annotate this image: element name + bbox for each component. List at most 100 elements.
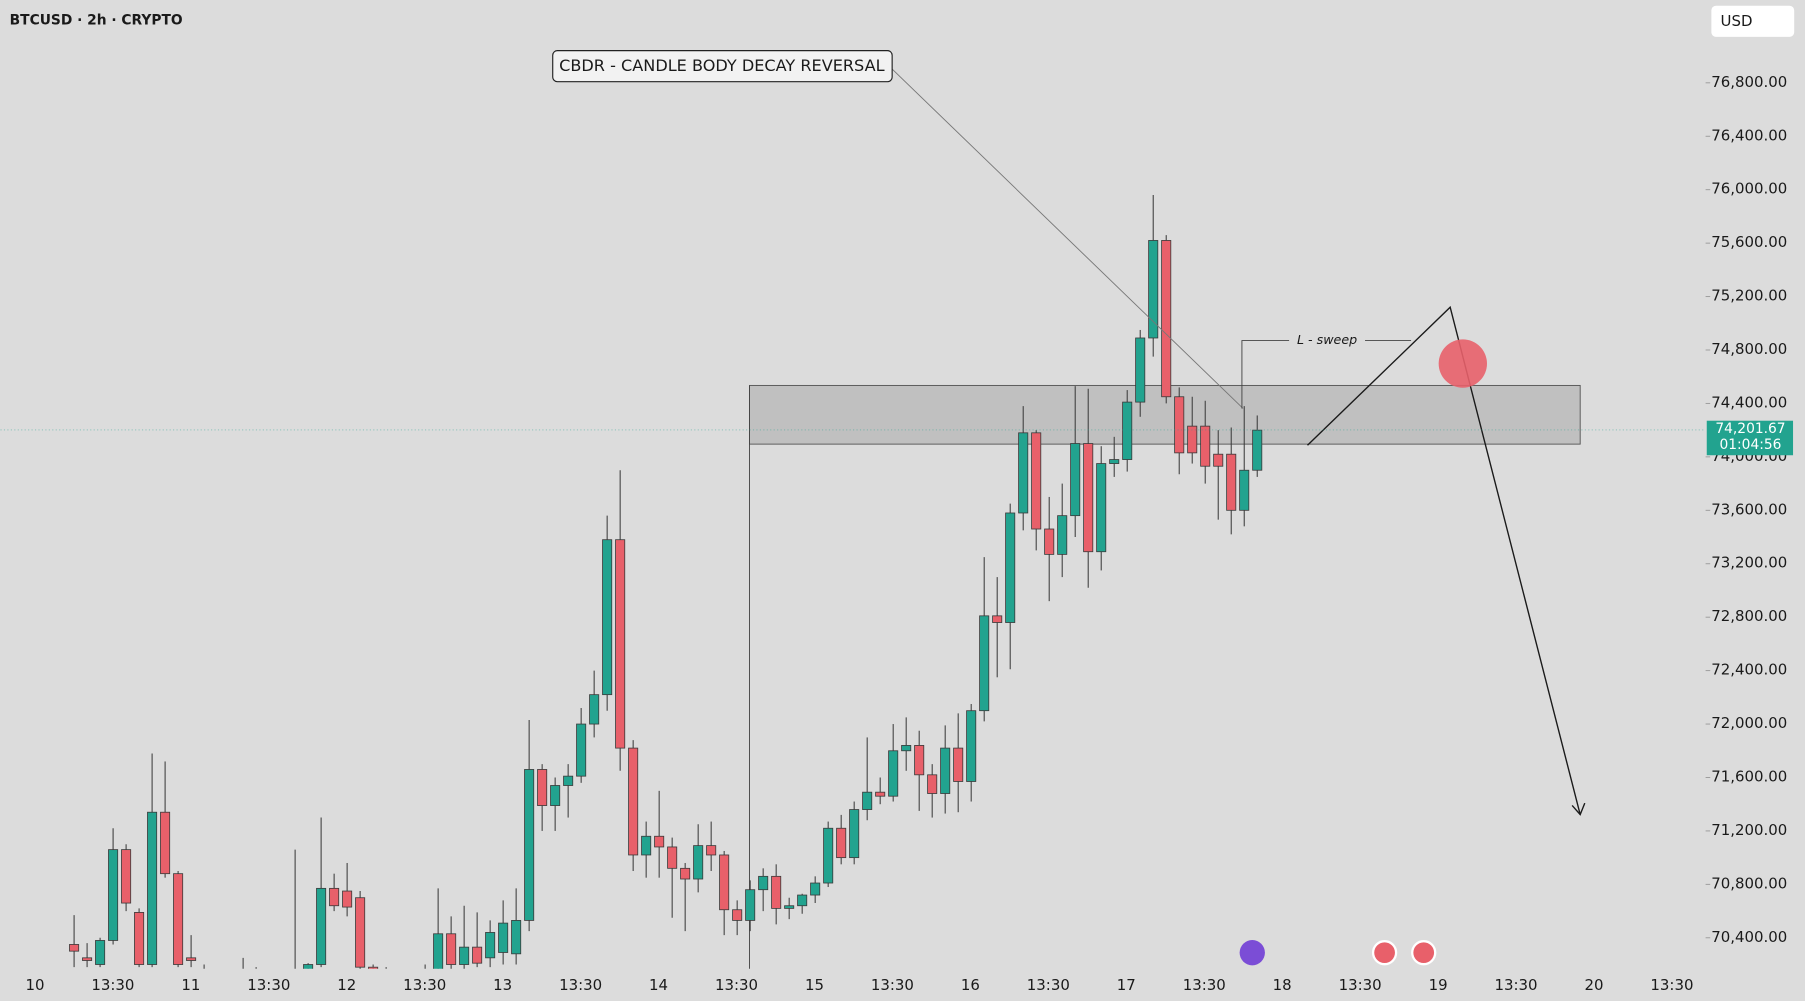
annotation-box: [552, 50, 893, 83]
y-tick-label: 75,200.00: [1711, 287, 1787, 305]
candle-body: [914, 745, 925, 776]
candle-body: [316, 887, 327, 965]
candle-body: [368, 966, 379, 969]
candle-body: [160, 811, 171, 875]
candle-body: [1083, 443, 1094, 553]
candle-body: [1018, 432, 1029, 514]
candle-body: [1070, 443, 1081, 517]
x-tick-label: 13:30: [1183, 976, 1226, 994]
candle-body: [862, 791, 873, 810]
candle-body: [1109, 459, 1120, 464]
axes: 70,400.00 70,800.00 71,200.00 71,600.00 72,0…: [25, 73, 1787, 994]
currency-label[interactable]: USD: [1721, 12, 1753, 30]
candle-body: [940, 747, 951, 794]
candle-body: [888, 750, 899, 797]
candle-body: [1213, 453, 1224, 467]
event-icon[interactable]: [1371, 940, 1398, 966]
candle-body: [95, 940, 106, 965]
x-tick-label: 13:30: [91, 976, 134, 994]
candle-body: [654, 835, 665, 848]
candle-body: [134, 912, 145, 965]
candle-body: [680, 867, 691, 880]
x-tick-label: 13:30: [247, 976, 290, 994]
y-tick-label: 71,600.00: [1711, 767, 1787, 785]
y-tick-label: 74,800.00: [1711, 340, 1787, 358]
x-tick-label: 13: [493, 976, 512, 994]
y-tick-label: 74,400.00: [1711, 393, 1787, 411]
candle-body: [446, 933, 457, 965]
candle-body: [628, 747, 639, 856]
y-tick-label: 73,600.00: [1711, 500, 1787, 518]
x-tick-label: 19: [1429, 976, 1448, 994]
candle-body: [329, 887, 340, 907]
y-tick-label: 70,400.00: [1711, 928, 1787, 946]
annotation-text: CBDR - CANDLE BODY DECAY REVERSAL: [559, 56, 884, 75]
x-tick-label: 13:30: [403, 976, 446, 994]
candle-body: [303, 964, 314, 969]
y-tick-label: 72,000.00: [1711, 714, 1787, 732]
candle-body: [82, 957, 93, 961]
candle-body: [498, 922, 509, 953]
candle-body: [563, 775, 574, 786]
y-tick-label: 73,200.00: [1711, 554, 1787, 572]
x-tick-label: 18: [1273, 976, 1292, 994]
candle-body: [797, 894, 808, 907]
candle-body: [992, 615, 1003, 623]
symbol-title: BTCUSD · 2h · CRYPTO: [10, 13, 183, 29]
candle-body: [927, 774, 938, 794]
candle-body: [1044, 528, 1055, 555]
candle-body: [875, 791, 886, 797]
projection-path: [1307, 305, 1581, 815]
event-icon[interactable]: [1239, 940, 1265, 966]
y-tick-label: 76,000.00: [1711, 180, 1787, 198]
y-tick-label: 76,400.00: [1711, 126, 1787, 144]
candle-body: [1031, 432, 1042, 530]
candle-body: [1226, 453, 1237, 511]
y-tick-label: 72,800.00: [1711, 607, 1787, 625]
y-tick-label: 76,800.00: [1711, 73, 1787, 91]
candle-body: [849, 809, 860, 859]
candle-body: [485, 932, 496, 959]
candle-body: [979, 615, 990, 712]
currency-button[interactable]: [1711, 5, 1795, 37]
candle-body: [1161, 240, 1172, 398]
candle-body: [537, 769, 548, 806]
candle-body: [1252, 429, 1263, 471]
y-tick-label: 71,200.00: [1711, 821, 1787, 839]
candle-body: [1200, 425, 1211, 467]
candle-body: [550, 785, 561, 806]
x-tick-label: 13:30: [715, 976, 758, 994]
candle-body: [602, 539, 613, 696]
candle-body: [732, 909, 743, 921]
annotation-connector: [891, 68, 1244, 409]
candle-body: [186, 957, 197, 961]
sweep-bracket: [1241, 340, 1290, 409]
candle-body: [459, 946, 470, 965]
candle-body: [1239, 469, 1250, 511]
candle-body: [511, 920, 522, 955]
x-tick-label: 16: [961, 976, 980, 994]
candle-body: [173, 873, 184, 965]
candle-body: [836, 827, 847, 859]
x-tick-label: 13:30: [871, 976, 914, 994]
x-tick-label: 13:30: [559, 976, 602, 994]
candle-body: [1187, 425, 1198, 454]
y-tick-label: 75,600.00: [1711, 233, 1787, 251]
candle-body: [1096, 463, 1107, 553]
candle-body: [1122, 401, 1133, 460]
candle-body: [472, 946, 483, 964]
event-icon[interactable]: [1411, 940, 1437, 966]
projection-arrowhead: [1571, 802, 1586, 816]
candles: [69, 195, 1263, 969]
x-tick-label: 11: [181, 976, 200, 994]
x-tick-label: 13:30: [1027, 976, 1070, 994]
candle-body: [771, 875, 782, 909]
candle-body: [342, 890, 353, 908]
candle-body: [108, 849, 119, 941]
x-tick-label: 13:30: [1495, 976, 1538, 994]
candle-body: [953, 747, 964, 782]
sweep-label: L - sweep: [1297, 332, 1357, 347]
candle-body: [641, 835, 652, 856]
